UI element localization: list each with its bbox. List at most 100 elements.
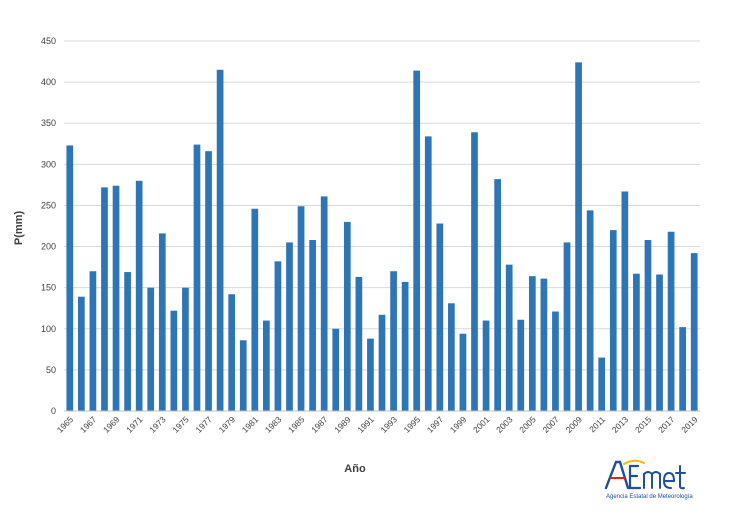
bar-1985 [297,206,305,411]
x-tick-label: 1975 [170,414,191,435]
bar-1967 [89,271,97,411]
x-tick-label: 2017 [656,414,677,435]
bar-2012 [609,230,617,411]
gridlines [64,40,700,371]
bar-2014 [633,273,640,411]
x-tick-label: 1967 [78,414,99,435]
y-tick-label: 50 [46,365,56,375]
x-axis-title: Año [344,463,366,475]
x-tick-label: 1997 [425,414,446,435]
y-tick-label: 350 [41,118,56,128]
x-tick-label: 1987 [309,414,330,435]
x-tick-label: 1983 [263,414,284,435]
bar-1986 [309,239,316,411]
y-tick-label: 300 [41,159,56,169]
x-tick-label: 1991 [355,414,376,435]
x-tick-label: 1993 [379,414,400,435]
bar-1971 [135,180,143,411]
bar-2016 [656,274,663,411]
bar-1999 [459,333,467,411]
x-tick-label: 2015 [633,414,654,435]
logo-subtitle: Agencia Estatal de Meteorología [606,494,693,500]
x-tick-label: 2009 [564,414,585,435]
x-tick-label: 1965 [55,414,76,435]
x-tick-label: 2007 [540,414,561,435]
x-tick-label: 2019 [679,414,700,435]
bar-2007 [552,311,559,411]
y-axis-title: P(mm) [13,211,25,246]
x-tick-label: 1981 [240,414,261,435]
bar-1978 [216,69,224,412]
x-tick-label: 1985 [286,414,307,435]
x-tick-label: 1989 [332,414,353,435]
bar-2003 [505,264,513,411]
x-tick-label: 2011 [587,414,607,434]
y-axis-ticks: 0 50 100 150 200 250 300 350 400 450 [41,36,56,416]
bar-1987 [320,196,328,411]
bar-1974 [170,310,178,411]
y-tick-label: 100 [41,324,56,334]
bar-1994 [401,281,409,411]
x-tick-label: 2003 [494,414,515,435]
bar-2000 [471,132,478,411]
bar-1990 [355,276,363,411]
y-tick-label: 200 [41,242,56,252]
x-tick-label: 1971 [124,414,145,435]
x-tick-label: 1979 [217,414,238,435]
y-tick-label: 150 [41,283,56,293]
bar-2019 [690,253,698,411]
x-tick-label: 1977 [194,414,215,435]
x-tick-label: 2001 [471,414,492,435]
bar-1989 [343,221,351,411]
bar-1976 [193,144,201,411]
x-tick-label: 1969 [101,414,122,435]
bar-2001 [482,320,490,411]
bar-1982 [263,320,270,411]
bar-1988 [332,328,340,411]
bar-1981 [251,208,259,411]
bar-1975 [182,287,189,411]
bar-1965 [66,145,74,411]
bar-2015 [644,239,652,411]
bar-2006 [540,278,548,411]
bar-1980 [239,340,247,411]
bar-1984 [286,242,293,411]
bar-1979 [228,294,236,411]
bar-2017 [667,231,675,411]
bar-1968 [101,187,108,411]
y-tick-label: 450 [41,36,56,46]
x-tick-label: 1973 [147,414,168,435]
bar-2018 [679,327,687,411]
y-tick-label: 250 [41,200,56,210]
bar-1995 [413,70,421,411]
aemet-logo: Agencia Estatal de Meteorología [604,459,693,500]
x-tick-label: 2005 [517,414,538,435]
bar-1998 [448,303,455,411]
bar-1996 [424,136,432,411]
bar-2013 [621,191,629,411]
x-tick-label: 1999 [448,414,469,435]
y-tick-label: 400 [41,77,56,87]
bar-2008 [563,242,571,411]
bar-1997 [436,223,444,411]
x-axis-ticks: 1965 1967 1969 1971 1973 1975 1977 1979 1981 1983… [55,414,700,435]
bar-1983 [274,261,282,411]
bar-2005 [528,276,536,411]
bar-1993 [390,271,397,411]
bar-2009 [575,62,582,411]
bar-1973 [158,233,166,411]
bar-2002 [494,179,501,411]
bar-2004 [517,319,525,411]
y-tick-label: 0 [51,406,56,416]
bar-1966 [77,296,85,411]
bar-1970 [124,272,131,411]
bar-1972 [147,287,155,411]
bar-1991 [367,338,374,411]
bar-1977 [205,151,212,411]
x-tick-label: 1995 [402,414,423,435]
bar-1969 [112,185,120,411]
bars [66,62,698,412]
x-tick-label: 2013 [610,414,631,435]
bar-2011 [598,357,606,411]
